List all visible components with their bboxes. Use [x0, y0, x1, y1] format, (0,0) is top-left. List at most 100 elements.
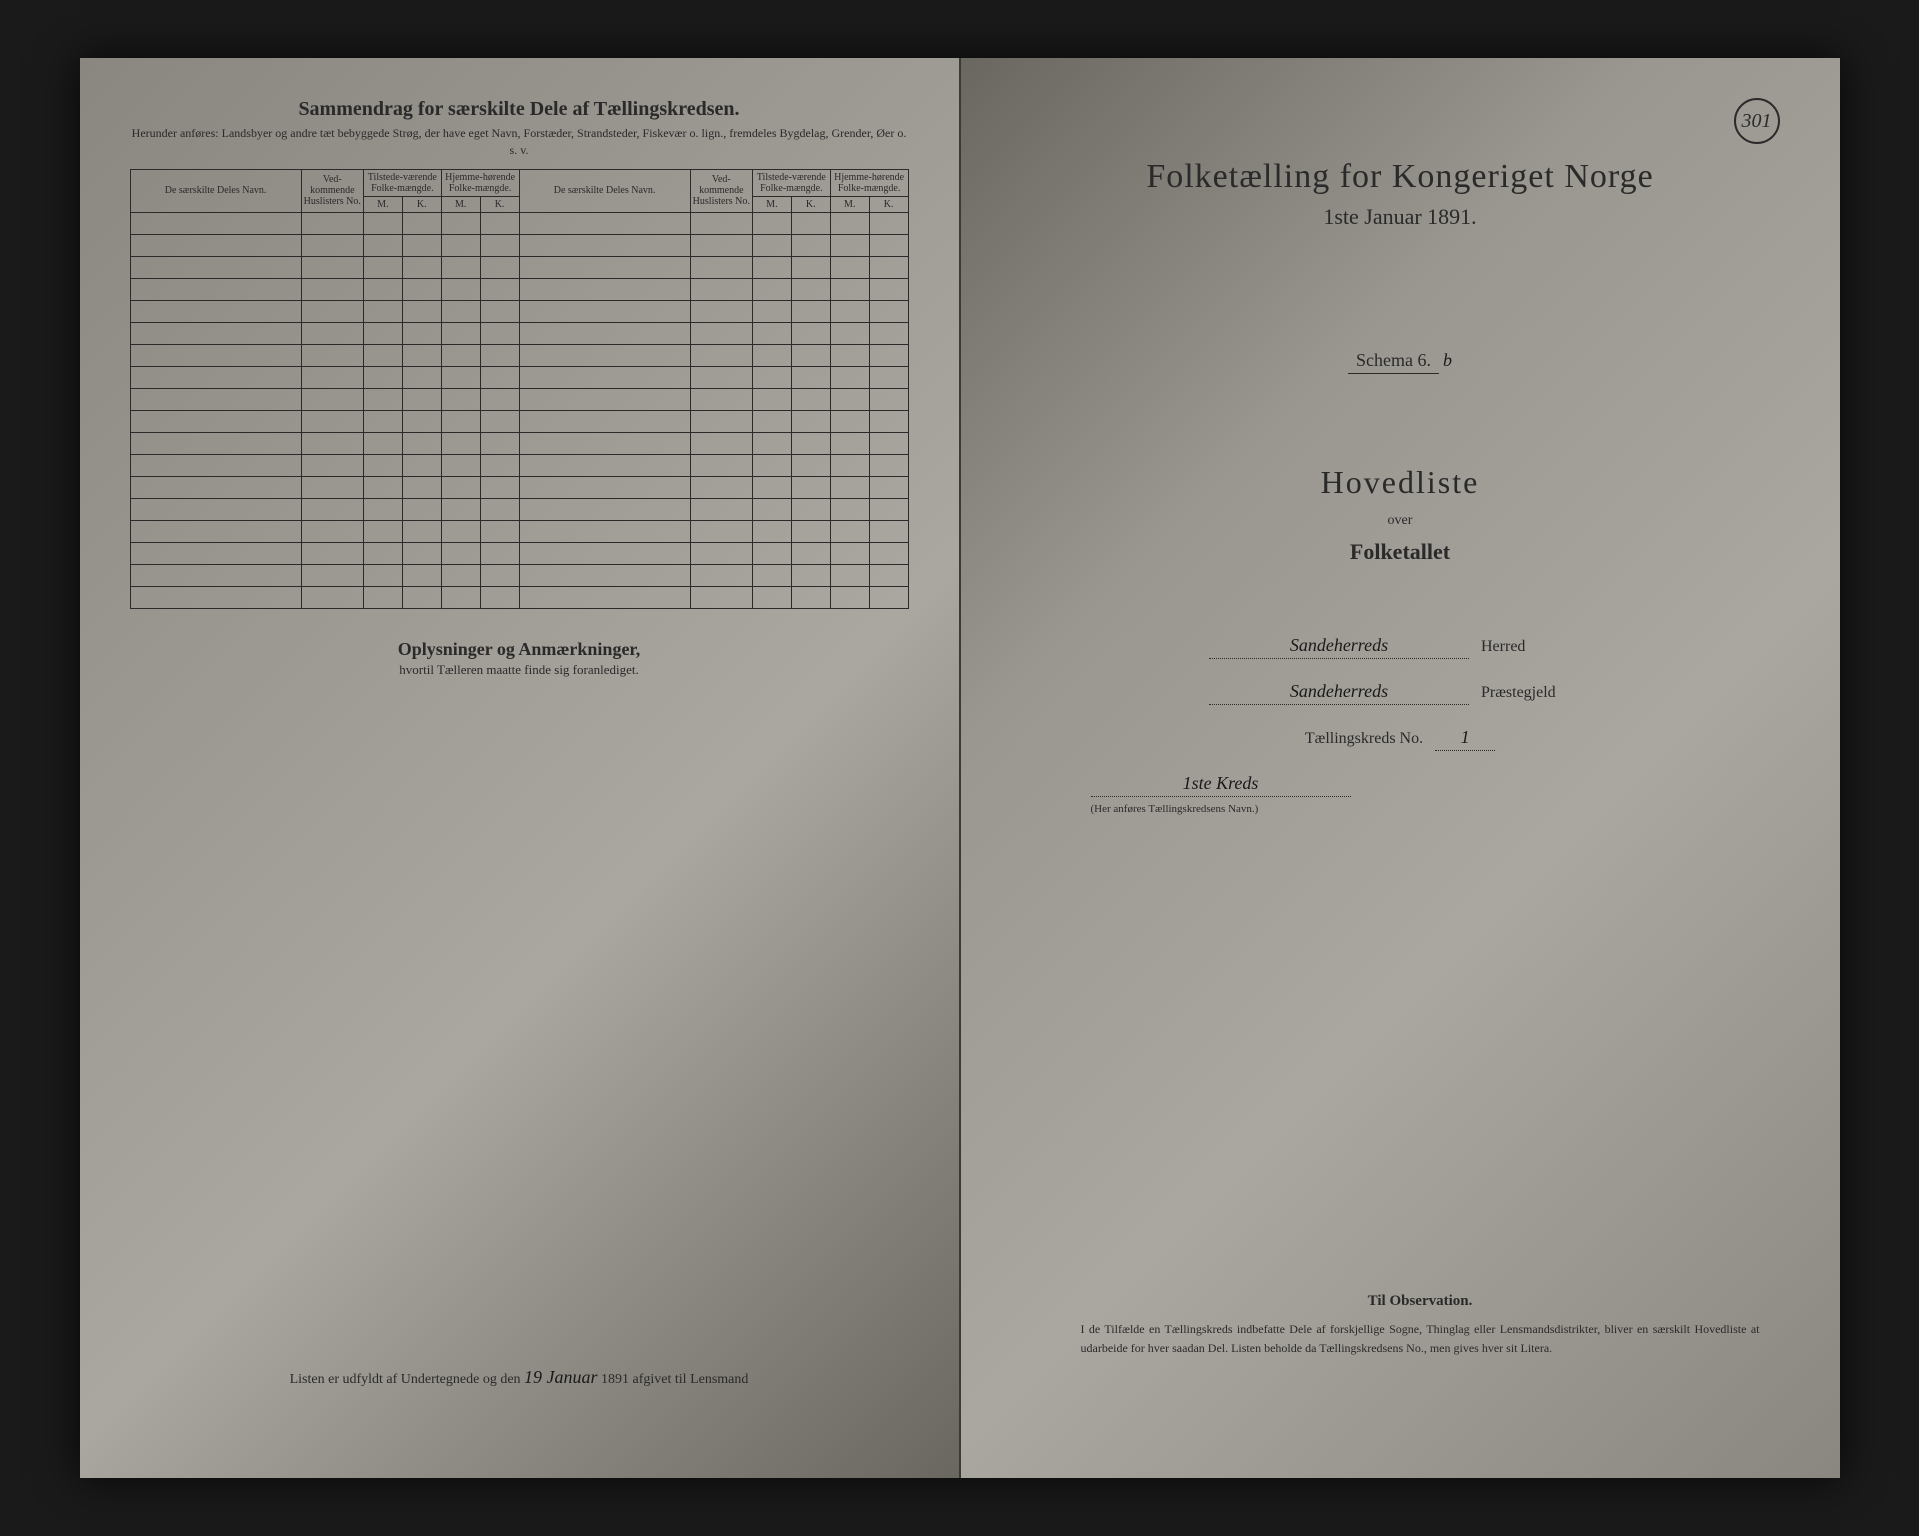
table-cell	[519, 498, 690, 520]
left-title: Sammendrag for særskilte Dele af Tælling…	[130, 98, 909, 121]
table-cell	[363, 388, 402, 410]
table-cell	[690, 322, 752, 344]
table-cell	[690, 476, 752, 498]
table-cell	[752, 432, 791, 454]
table-cell	[441, 410, 480, 432]
table-cell	[363, 564, 402, 586]
table-cell	[130, 256, 301, 278]
table-cell	[480, 476, 519, 498]
table-cell	[830, 586, 869, 608]
table-row	[130, 366, 908, 388]
table-cell	[791, 410, 830, 432]
table-cell	[830, 322, 869, 344]
table-cell	[402, 432, 441, 454]
prestegjeld-label: Præstegjeld	[1481, 684, 1591, 702]
table-cell	[363, 256, 402, 278]
table-cell	[363, 476, 402, 498]
table-cell	[402, 388, 441, 410]
table-cell	[301, 498, 363, 520]
table-cell	[480, 498, 519, 520]
table-cell	[130, 498, 301, 520]
table-cell	[791, 432, 830, 454]
table-row	[130, 344, 908, 366]
table-cell	[363, 586, 402, 608]
table-cell	[519, 278, 690, 300]
table-cell	[519, 432, 690, 454]
table-cell	[791, 498, 830, 520]
table-cell	[301, 542, 363, 564]
table-cell	[480, 234, 519, 256]
folketallet: Folketallet	[1011, 539, 1790, 565]
table-cell	[480, 300, 519, 322]
table-cell	[480, 564, 519, 586]
table-cell	[130, 410, 301, 432]
table-cell	[402, 344, 441, 366]
table-cell	[869, 366, 908, 388]
table-cell	[791, 476, 830, 498]
table-cell	[301, 520, 363, 542]
right-page: 301 Folketælling for Kongeriget Norge 1s…	[961, 58, 1840, 1478]
herred-row: Sandeherreds Herred	[1091, 635, 1710, 659]
table-cell	[869, 476, 908, 498]
col-vedkommende2: Ved-kommende Huslisters No.	[690, 169, 752, 212]
table-cell	[519, 256, 690, 278]
table-cell	[130, 234, 301, 256]
col-navn: De særskilte Deles Navn.	[130, 169, 301, 212]
table-cell	[301, 432, 363, 454]
table-cell	[830, 498, 869, 520]
table-cell	[441, 586, 480, 608]
col-tilsted-a: Tilstede-værende Folke-mængde.	[363, 169, 441, 196]
table-cell	[869, 498, 908, 520]
census-table: De særskilte Deles Navn. Ved-kommende Hu…	[130, 169, 909, 609]
table-cell	[869, 542, 908, 564]
table-cell	[690, 564, 752, 586]
table-cell	[752, 300, 791, 322]
table-cell	[480, 410, 519, 432]
col-k: K.	[402, 196, 441, 212]
table-cell	[363, 344, 402, 366]
table-row	[130, 300, 908, 322]
table-cell	[301, 564, 363, 586]
table-cell	[130, 278, 301, 300]
table-cell	[690, 300, 752, 322]
table-cell	[519, 234, 690, 256]
table-row	[130, 498, 908, 520]
table-cell	[480, 278, 519, 300]
observation: Til Observation. I de Tilfælde en Tællin…	[1081, 1293, 1760, 1358]
table-cell	[690, 234, 752, 256]
schema-label: Schema 6.	[1348, 350, 1439, 374]
table-cell	[301, 344, 363, 366]
table-cell	[830, 344, 869, 366]
col-m: M.	[363, 196, 402, 212]
table-cell	[402, 564, 441, 586]
table-cell	[441, 542, 480, 564]
table-cell	[690, 344, 752, 366]
table-cell	[402, 454, 441, 476]
prestegjeld-row: Sandeherreds Præstegjeld	[1091, 681, 1710, 705]
table-cell	[752, 212, 791, 234]
table-cell	[402, 256, 441, 278]
table-cell	[130, 322, 301, 344]
table-cell	[869, 564, 908, 586]
right-content: Folketælling for Kongeriget Norge 1ste J…	[1011, 98, 1790, 815]
table-row	[130, 564, 908, 586]
table-cell	[402, 322, 441, 344]
left-page: Sammendrag for særskilte Dele af Tælling…	[80, 58, 961, 1478]
kreds-note: (Her anføres Tællingskredsens Navn.)	[1091, 803, 1259, 815]
col-m: M.	[830, 196, 869, 212]
table-cell	[130, 476, 301, 498]
table-cell	[869, 212, 908, 234]
table-cell	[791, 256, 830, 278]
table-cell	[690, 256, 752, 278]
table-cell	[402, 520, 441, 542]
table-cell	[441, 498, 480, 520]
table-cell	[869, 410, 908, 432]
table-cell	[363, 234, 402, 256]
table-cell	[830, 256, 869, 278]
table-cell	[791, 542, 830, 564]
table-cell	[301, 322, 363, 344]
hovedliste: Hovedliste	[1011, 464, 1790, 501]
table-cell	[519, 212, 690, 234]
table-cell	[363, 520, 402, 542]
table-cell	[130, 388, 301, 410]
